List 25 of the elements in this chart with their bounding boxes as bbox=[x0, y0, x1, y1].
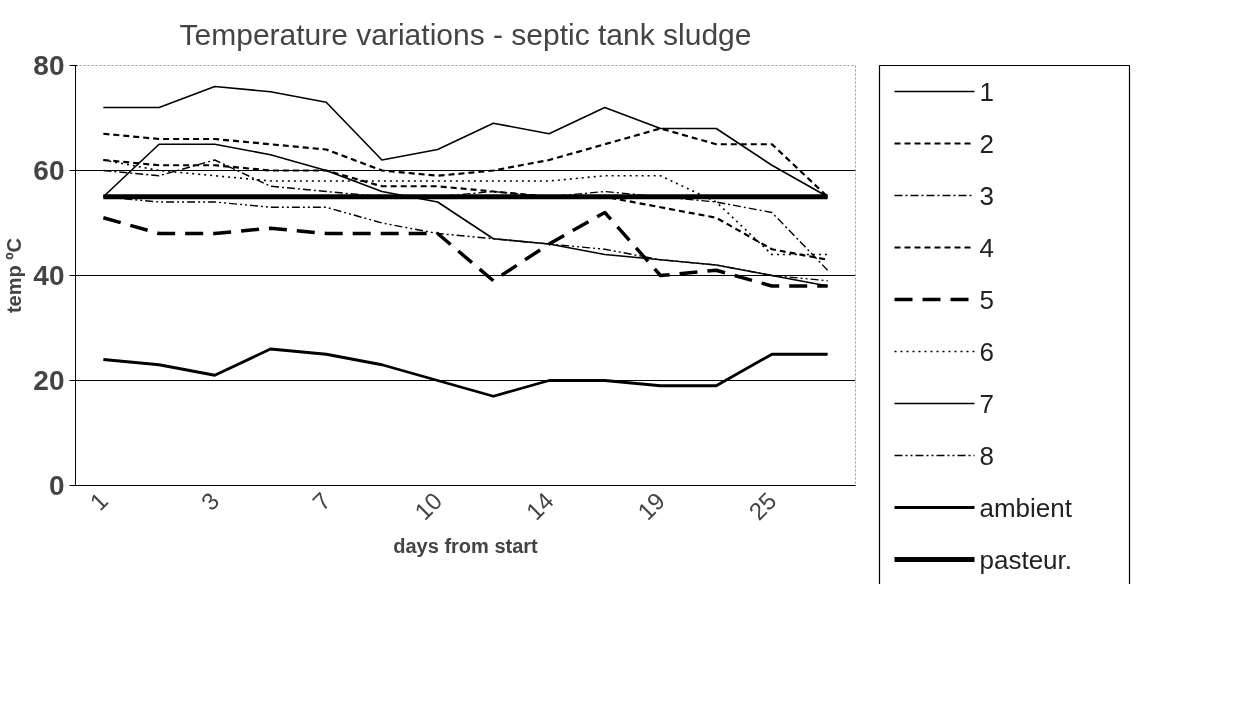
x-tick-label: 3 bbox=[195, 486, 225, 516]
legend-label: pasteur. bbox=[979, 544, 1073, 575]
y-tick-label: 60 bbox=[33, 155, 65, 186]
y-tick-label: 0 bbox=[48, 470, 65, 501]
legend-label: 8 bbox=[979, 440, 994, 471]
legend-label: ambient bbox=[979, 492, 1073, 523]
x-axis-title: days from start bbox=[393, 535, 539, 558]
legend-label: 1 bbox=[979, 76, 994, 107]
x-tick-label: 25 bbox=[743, 486, 782, 525]
y-tick-label: 40 bbox=[33, 260, 65, 291]
x-tick-label: 7 bbox=[307, 486, 336, 516]
y-axis-title: temp ºC bbox=[3, 237, 26, 314]
x-tick-label: 10 bbox=[409, 486, 448, 525]
legend-label: 3 bbox=[979, 180, 994, 211]
x-tick-label: 14 bbox=[520, 486, 559, 525]
legend-label: 6 bbox=[979, 336, 994, 367]
y-tick-label: 20 bbox=[33, 365, 65, 396]
x-tick-label: 19 bbox=[632, 486, 671, 525]
y-tick-label: 80 bbox=[33, 50, 65, 81]
x-tick-label: 1 bbox=[84, 486, 113, 516]
chart-title: Temperature variations - septic tank sludge bbox=[179, 17, 752, 51]
legend-label: 4 bbox=[979, 232, 994, 263]
legend-label: 7 bbox=[979, 388, 994, 419]
legend-label: 2 bbox=[979, 128, 994, 159]
legend-label: 5 bbox=[979, 284, 994, 315]
